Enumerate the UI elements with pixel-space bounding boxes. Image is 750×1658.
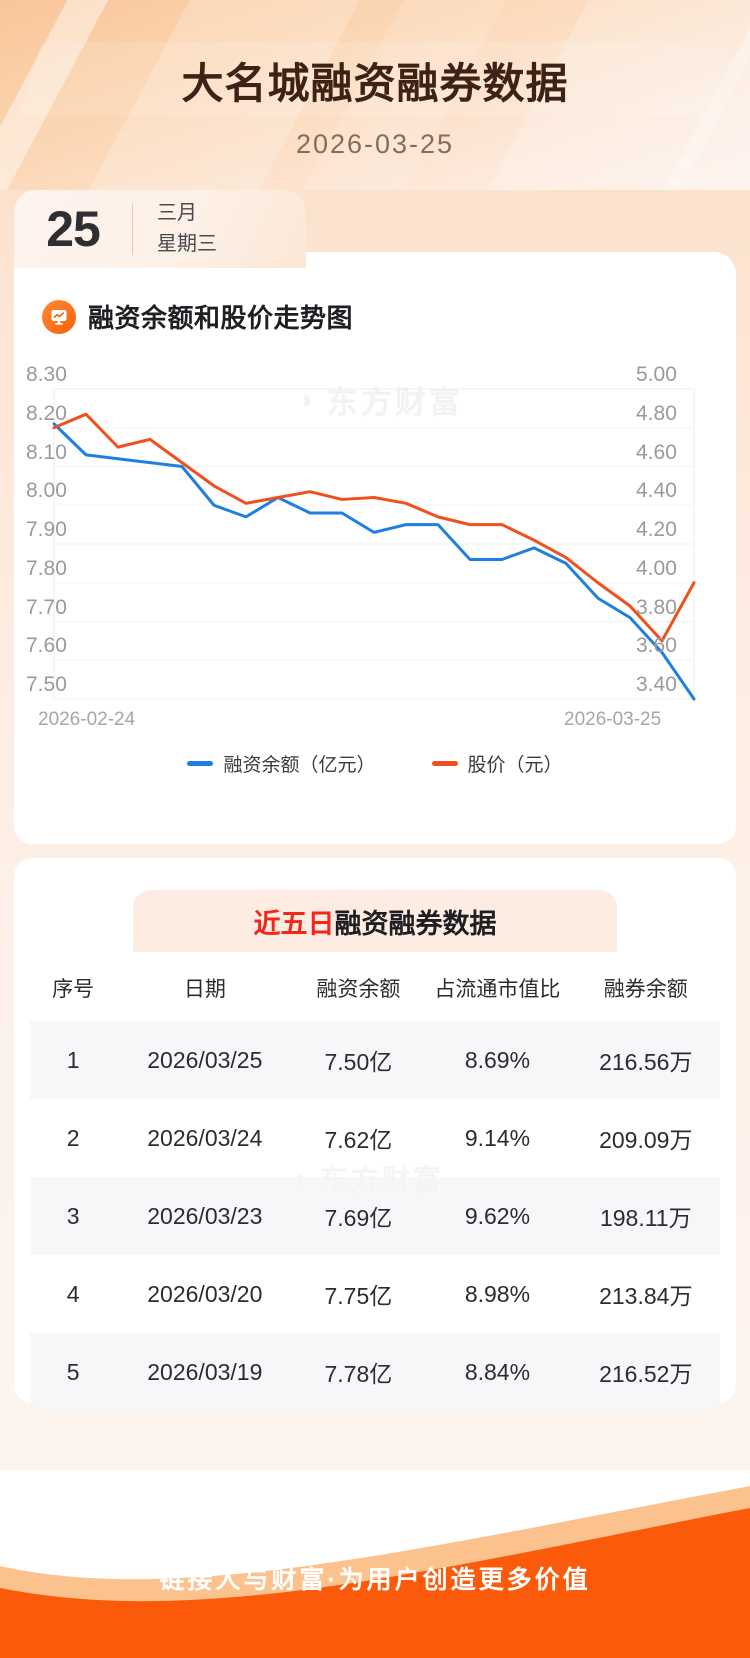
cell-balance: 7.75亿 bbox=[324, 1283, 393, 1309]
right-axis-tick: 4.60 bbox=[636, 440, 677, 464]
legend-label: 股价（元） bbox=[467, 755, 563, 776]
cell-date: 2026/03/19 bbox=[147, 1358, 263, 1385]
chart-legend: 融资余额（亿元） 股价（元） bbox=[14, 750, 736, 777]
footer-wave bbox=[0, 1486, 750, 1658]
banner-rest: 融资融券数据 bbox=[334, 908, 497, 939]
series-line bbox=[52, 412, 696, 643]
cell-pct: 8.98% bbox=[464, 1280, 531, 1307]
cell-index: 5 bbox=[66, 1358, 80, 1385]
column-header-date: 日期 bbox=[116, 953, 294, 1021]
right-axis-tick: 4.20 bbox=[636, 518, 677, 541]
legend-swatch bbox=[431, 761, 458, 766]
cell-date: 2026/03/24 bbox=[147, 1124, 263, 1151]
cell-index: 4 bbox=[66, 1280, 80, 1307]
left-axis-tick: 7.50 bbox=[26, 673, 67, 696]
table-section: 近五日 融资融券数据 ◗ 东方财富 序号 日期 融资余额 占流通市值比 融券余额 … bbox=[14, 858, 736, 1412]
cell-index: 3 bbox=[66, 1202, 80, 1229]
banner-highlight: 近五日 bbox=[253, 908, 335, 939]
chart-card: 融资余额和股价走势图 ◗ 东方财富 8.30 8.20 8.10 8.00 7.90 7.… bbox=[14, 252, 736, 844]
calendar-badge: 25 三月 星期三 bbox=[14, 190, 306, 268]
right-axis-tick: 3.80 bbox=[636, 595, 677, 619]
cell-balance: 7.50亿 bbox=[324, 1049, 393, 1075]
right-axis-tick: 5.00 bbox=[636, 363, 677, 386]
watermark-logo-icon: ◗ bbox=[299, 383, 319, 415]
right-axis-tick: 4.00 bbox=[636, 556, 677, 580]
cell-short: 198.11万 bbox=[599, 1205, 692, 1231]
chart-plot-area: ◗ 东方财富 8.30 8.20 8.10 8.00 7.90 7.80 7.70 7.60 7… bbox=[14, 359, 736, 779]
column-header-index: 序号 bbox=[30, 953, 117, 1021]
calendar-meta: 三月 星期三 bbox=[133, 198, 217, 260]
cell-balance: 7.78亿 bbox=[324, 1361, 393, 1387]
page-date: 2026-03-25 bbox=[295, 129, 455, 159]
right-axis-tick: 3.40 bbox=[636, 673, 677, 696]
x-axis-tick-end: 2026-03-25 bbox=[564, 709, 662, 730]
column-header-pct: 占流通市值比 bbox=[423, 953, 572, 1021]
legend-swatch bbox=[187, 761, 214, 766]
legend-label: 融资余额（亿元） bbox=[223, 755, 376, 776]
legend-item: 股价（元） bbox=[431, 750, 563, 777]
column-header-balance: 融资余额 bbox=[293, 953, 424, 1021]
cell-balance: 7.69亿 bbox=[324, 1205, 393, 1231]
cell-index: 2 bbox=[66, 1124, 80, 1151]
calendar-divider bbox=[132, 203, 133, 255]
left-axis-tick: 7.90 bbox=[26, 518, 67, 541]
left-axis-tick: 7.80 bbox=[26, 556, 67, 580]
table-row: 1 2026/03/25 7.50亿 8.69% 216.56万 bbox=[30, 1021, 720, 1099]
margin-trading-table: 序号 日期 融资余额 占流通市值比 融券余额 1 2026/03/25 7.50亿 8… bbox=[29, 952, 721, 1412]
left-axis-tick: 7.70 bbox=[26, 595, 67, 619]
cell-short: 213.84万 bbox=[599, 1283, 693, 1309]
chart-title: 融资余额和股价走势图 bbox=[88, 303, 354, 333]
right-axis-tick: 3.60 bbox=[636, 634, 677, 658]
table-row: 4 2026/03/20 7.75亿 8.98% 213.84万 bbox=[30, 1255, 720, 1333]
legend-item: 融资余额（亿元） bbox=[187, 750, 376, 777]
cell-short: 216.52万 bbox=[599, 1361, 693, 1387]
table-header-row: 序号 日期 融资余额 占流通市值比 融券余额 bbox=[30, 953, 720, 1021]
cell-short: 216.56万 bbox=[599, 1049, 693, 1075]
cell-pct: 9.14% bbox=[464, 1124, 531, 1151]
table-row: 2 2026/03/24 7.62亿 9.14% 209.09万 bbox=[30, 1099, 720, 1177]
left-axis-tick: 7.60 bbox=[26, 634, 67, 658]
page-title: 大名城融资融券数据 bbox=[181, 60, 569, 107]
left-axis-tick: 8.20 bbox=[26, 401, 67, 425]
cell-date: 2026/03/25 bbox=[147, 1046, 263, 1073]
right-axis-tick: 4.40 bbox=[636, 479, 677, 503]
cell-index: 1 bbox=[66, 1046, 80, 1073]
footer-slogan: 链接人与财富·为用户创造更多价值 bbox=[159, 1566, 591, 1594]
left-axis-tick: 8.30 bbox=[26, 363, 67, 386]
page-header: 大名城融资融券数据 2026-03-25 bbox=[0, 0, 750, 196]
line-chart-monitor-icon bbox=[42, 299, 76, 334]
left-axis-tick: 8.00 bbox=[26, 479, 67, 503]
left-axis-tick: 8.10 bbox=[26, 440, 67, 464]
calendar-day: 25 bbox=[46, 201, 101, 257]
cell-pct: 8.84% bbox=[464, 1358, 531, 1385]
table-row: 5 2026/03/19 7.78亿 8.84% 216.52万 bbox=[30, 1333, 720, 1411]
table-row: 3 2026/03/23 7.69亿 9.62% 198.11万 bbox=[30, 1177, 720, 1255]
column-header-short: 融券余额 bbox=[571, 953, 720, 1021]
table-banner: 近五日 融资融券数据 bbox=[133, 890, 617, 952]
calendar-weekday: 星期三 bbox=[157, 233, 217, 255]
page-footer: 链接人与财富·为用户创造更多价值 bbox=[0, 1438, 750, 1658]
cell-pct: 8.69% bbox=[464, 1046, 531, 1073]
cell-short: 209.09万 bbox=[599, 1127, 693, 1153]
cell-date: 2026/03/23 bbox=[147, 1202, 263, 1229]
chart-watermark: ◗ 东方财富 bbox=[299, 377, 463, 422]
series-line bbox=[52, 422, 696, 701]
watermark-text: 东方财富 bbox=[326, 385, 463, 420]
cell-pct: 9.62% bbox=[464, 1202, 531, 1229]
chart-header: 融资余额和股价走势图 bbox=[14, 252, 736, 335]
cell-balance: 7.62亿 bbox=[324, 1127, 393, 1153]
x-axis-tick-start: 2026-02-24 bbox=[38, 709, 136, 730]
cell-date: 2026/03/20 bbox=[147, 1280, 263, 1307]
right-axis-tick: 4.80 bbox=[636, 401, 677, 425]
calendar-month: 三月 bbox=[157, 202, 197, 224]
chart-svg bbox=[52, 388, 696, 701]
